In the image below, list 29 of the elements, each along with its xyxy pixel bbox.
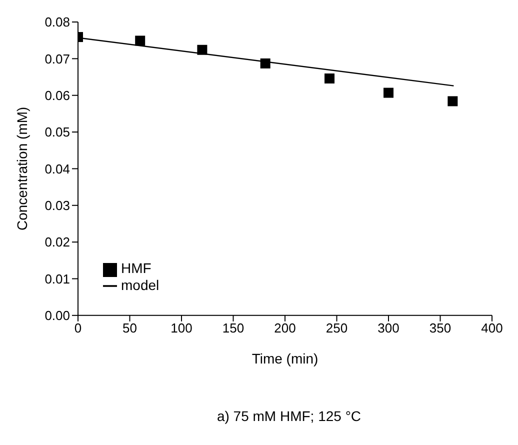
x-tick-label: 300 [378,320,400,336]
legend-label: HMF [121,260,152,276]
x-tick-label: 50 [122,320,137,336]
y-tick-label: 0.07 [44,51,70,66]
legend-label: model [121,276,160,293]
y-tick-label: 0.05 [44,124,70,140]
x-tick-label: 200 [274,320,296,336]
y-tick-label: 0.02 [44,234,70,250]
text: a) 75 mM HMF; 125 °C [216,408,362,424]
point [324,73,335,84]
x-axis-title: Time (min) [252,350,318,366]
y-tick-label: 0.00 [44,308,70,324]
x-tick-label: 150 [222,320,244,336]
x-tick-label: 100 [170,320,192,336]
y-axis-title: Concentration (mM) [14,106,30,231]
point [135,36,146,46]
x-tick-label: 350 [429,320,452,336]
x-tick-label: 400 [481,320,503,336]
point [448,96,458,106]
y-tick-label: 0.04 [44,161,70,176]
point [384,88,394,98]
y-tick-label: 0.06 [44,88,70,103]
y-tick-label: 0.01 [44,271,70,286]
x-tick-label: 250 [326,320,348,336]
y-tick-label: 0.08 [44,14,70,30]
point [197,44,208,55]
point [260,58,270,68]
y-tick-label: 0.03 [44,198,70,213]
x-tick-label: 0 [74,320,82,336]
